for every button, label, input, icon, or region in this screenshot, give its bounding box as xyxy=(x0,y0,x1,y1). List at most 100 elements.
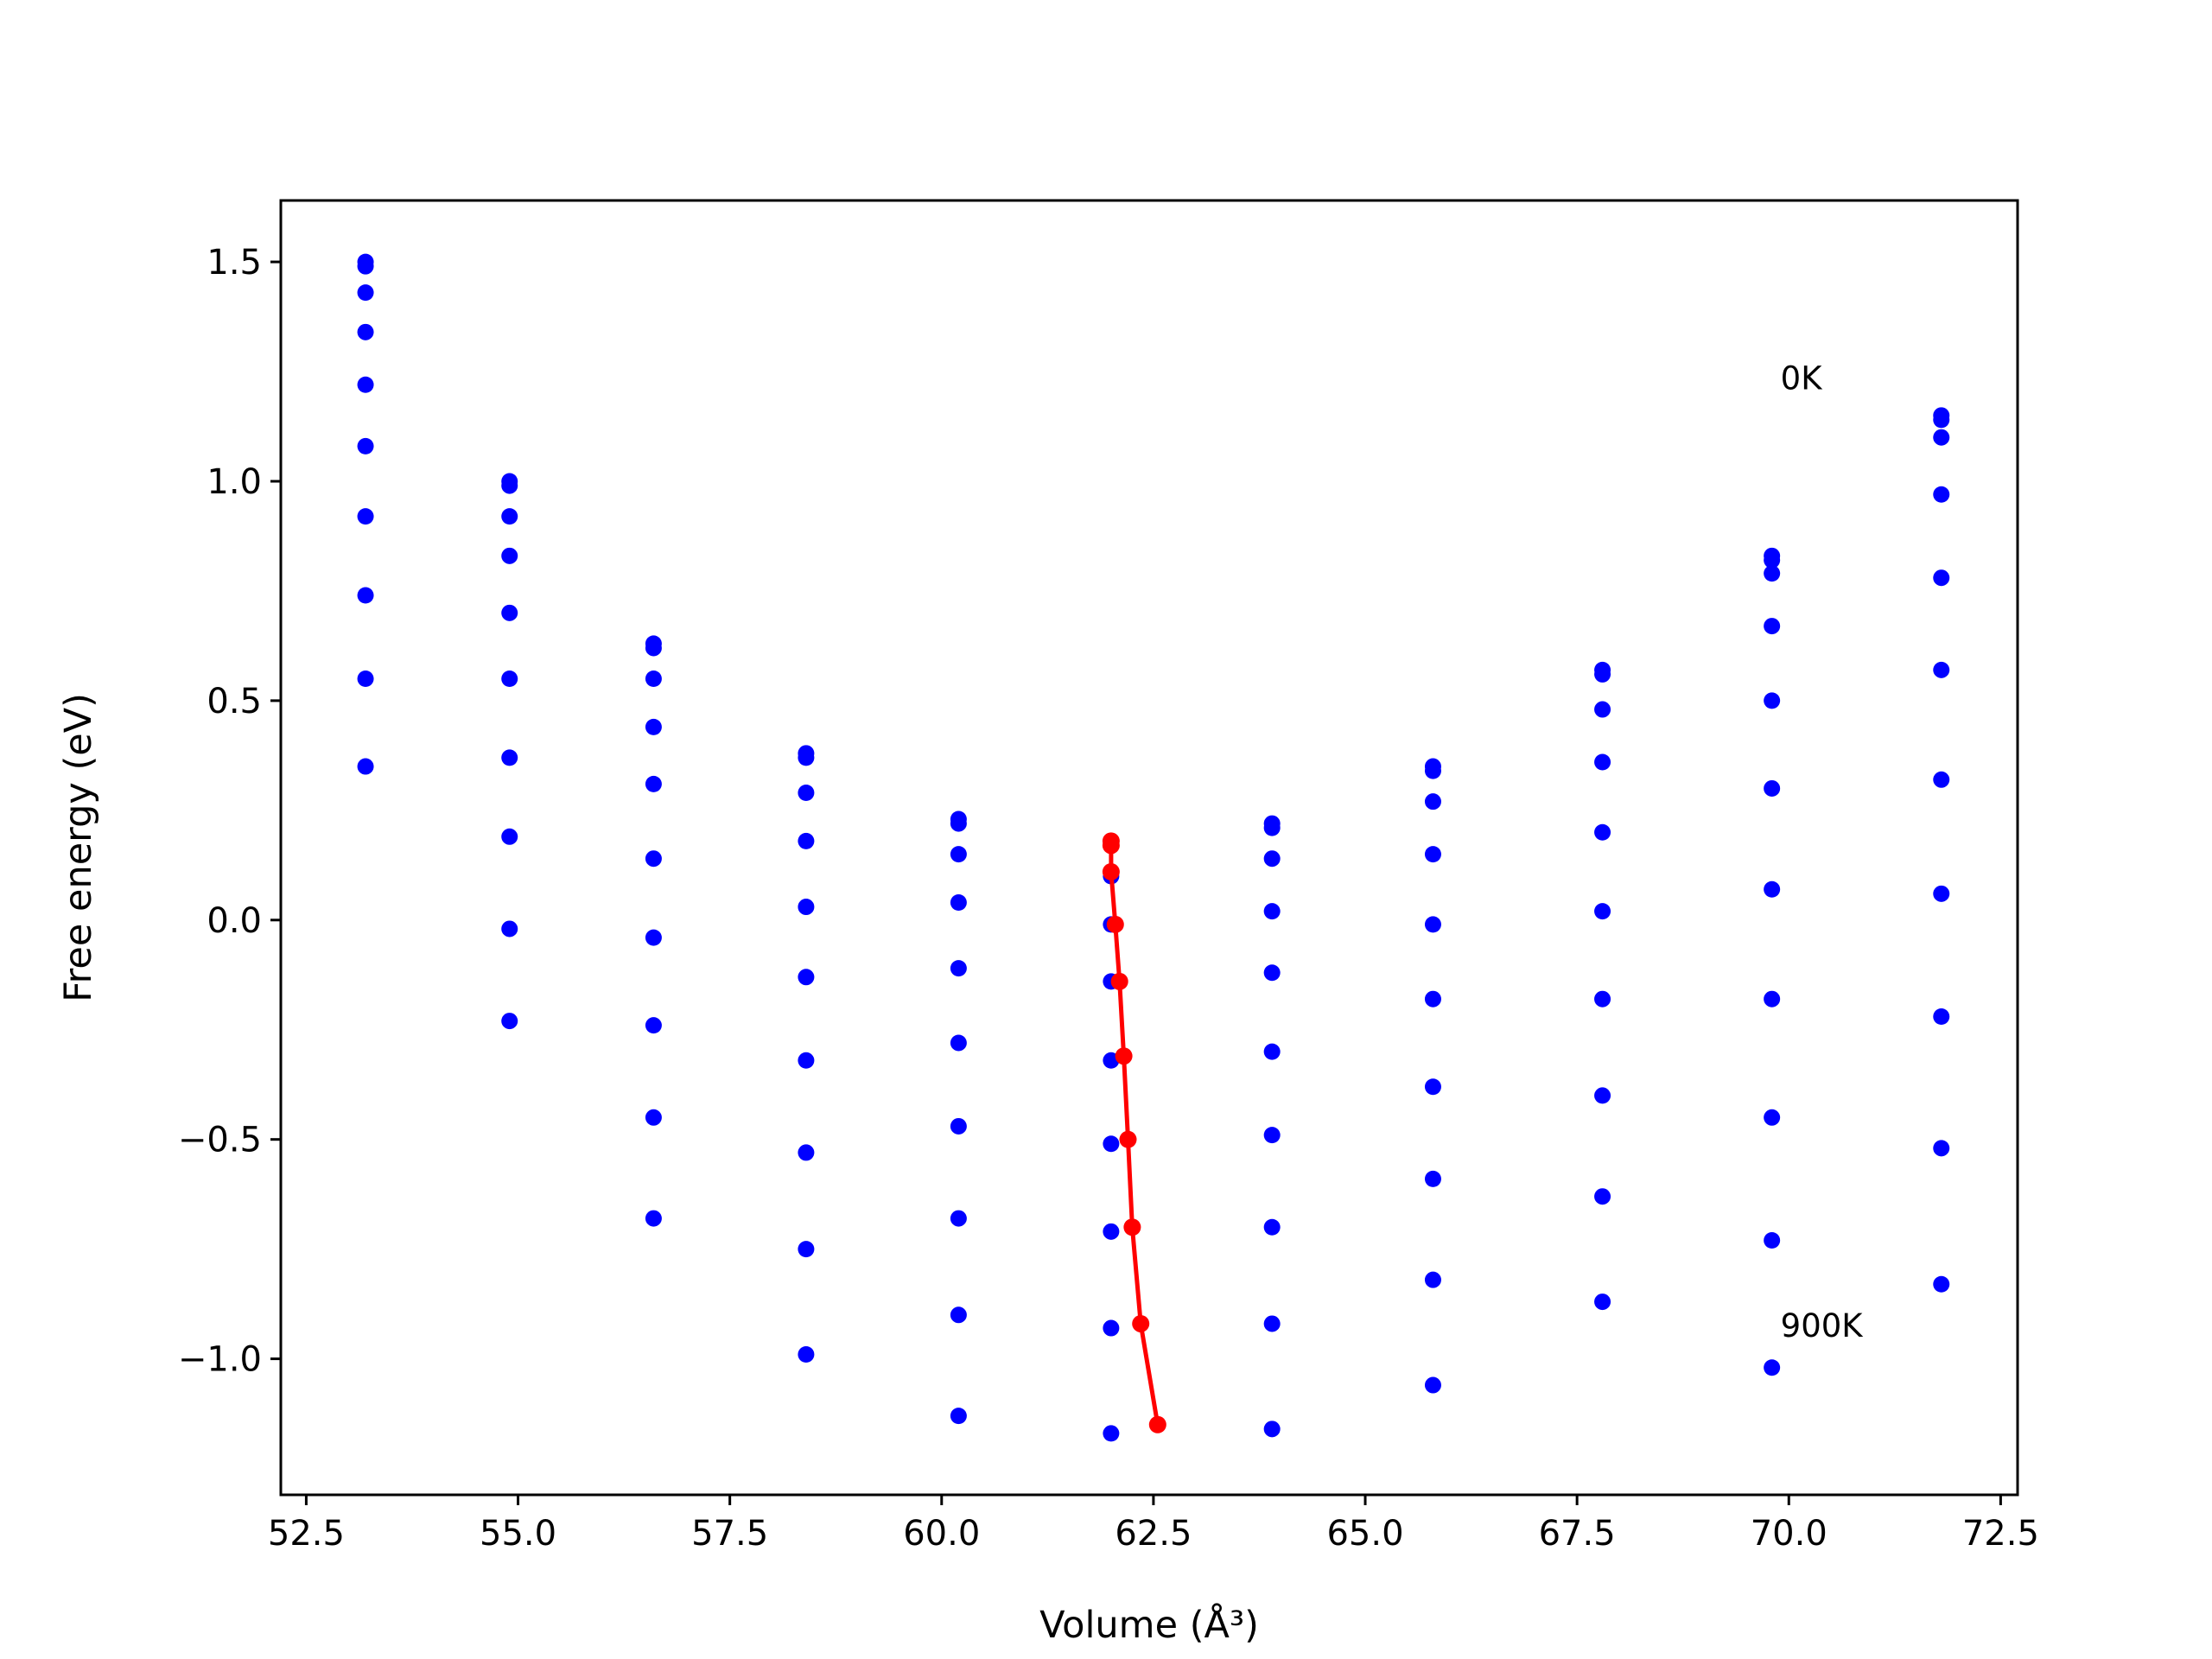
data-point xyxy=(1764,551,1781,569)
data-point xyxy=(1594,1087,1611,1104)
data-point xyxy=(1933,411,1950,429)
data-point xyxy=(1263,1043,1281,1060)
x-tick-label: 70.0 xyxy=(1751,1514,1827,1554)
data-point xyxy=(1424,793,1441,810)
annotations: 0K 900K xyxy=(1781,359,1865,1344)
minimum-line xyxy=(1109,841,1160,1426)
minimum-point xyxy=(1123,1218,1141,1236)
data-point xyxy=(950,1408,967,1425)
data-point xyxy=(1424,990,1441,1007)
data-point xyxy=(1764,1231,1781,1249)
data-point xyxy=(645,639,662,657)
minimum-point xyxy=(1102,862,1120,880)
data-point xyxy=(357,284,374,302)
data-point xyxy=(1263,1218,1281,1236)
data-point xyxy=(798,1144,815,1161)
x-tick-label: 52.5 xyxy=(268,1514,345,1554)
data-point xyxy=(798,969,815,986)
data-point xyxy=(1103,1135,1120,1153)
temperature-annotation: 0K xyxy=(1781,359,1824,397)
data-point xyxy=(950,1117,967,1135)
data-point xyxy=(501,477,518,494)
minimum-point xyxy=(1106,915,1124,933)
minimum-point xyxy=(1119,1130,1137,1148)
minimum-point xyxy=(1132,1314,1150,1332)
y-tick-label: 0.0 xyxy=(207,901,262,941)
data-point xyxy=(950,960,967,977)
data-point xyxy=(1764,990,1781,1007)
data-point xyxy=(950,893,967,911)
data-point xyxy=(645,1210,662,1227)
data-point xyxy=(645,718,662,735)
data-point xyxy=(357,670,374,687)
x-tick-label: 65.0 xyxy=(1326,1514,1403,1554)
data-point xyxy=(1424,1170,1441,1187)
data-point xyxy=(1424,1271,1441,1288)
data-points xyxy=(357,253,1950,1442)
data-point xyxy=(1103,1319,1120,1337)
data-point xyxy=(645,850,662,868)
data-point xyxy=(1933,429,1950,446)
data-point xyxy=(1594,823,1611,841)
data-point xyxy=(950,1034,967,1052)
data-point xyxy=(1263,1421,1281,1438)
y-tick-label: 0.5 xyxy=(207,682,262,721)
data-point xyxy=(950,1306,967,1324)
data-point xyxy=(357,376,374,393)
data-point xyxy=(798,1241,815,1258)
data-point xyxy=(1933,569,1950,587)
data-point xyxy=(1764,618,1781,635)
data-point xyxy=(1764,692,1781,709)
data-point xyxy=(1764,565,1781,582)
x-tick-label: 60.0 xyxy=(903,1514,980,1554)
data-point xyxy=(1594,701,1611,718)
data-point xyxy=(645,1017,662,1034)
data-point xyxy=(357,257,374,275)
data-point xyxy=(501,1013,518,1030)
data-point xyxy=(1594,1188,1611,1205)
data-point xyxy=(501,828,518,845)
data-point xyxy=(798,832,815,849)
data-point xyxy=(1263,850,1281,868)
data-point xyxy=(1263,1127,1281,1144)
data-point xyxy=(357,508,374,525)
y-tick-label: −1.0 xyxy=(178,1340,262,1380)
plot-frame xyxy=(279,199,2019,1497)
data-point xyxy=(1103,1425,1120,1442)
data-point xyxy=(1933,771,1950,788)
data-point xyxy=(950,846,967,863)
data-point xyxy=(798,785,815,802)
x-tick-label: 72.5 xyxy=(1962,1514,2039,1554)
minimum-point xyxy=(1115,1047,1133,1065)
x-tick-label: 62.5 xyxy=(1115,1514,1192,1554)
data-point xyxy=(798,1052,815,1069)
data-point xyxy=(1424,1376,1441,1394)
data-point xyxy=(645,775,662,792)
minimum-point xyxy=(1110,972,1128,990)
data-point xyxy=(357,323,374,340)
y-tick-label: 1.0 xyxy=(207,462,262,502)
y-axis-ticks: 1.5 1.0 0.5 0.0 −0.5 −1.0 xyxy=(178,243,281,1380)
data-point xyxy=(1594,903,1611,920)
data-point xyxy=(357,437,374,454)
x-tick-label: 55.0 xyxy=(480,1514,556,1554)
data-point xyxy=(1424,1078,1441,1096)
data-point xyxy=(798,1346,815,1363)
data-point xyxy=(1424,762,1441,779)
data-point xyxy=(1263,903,1281,920)
data-point xyxy=(501,547,518,564)
data-point xyxy=(1424,916,1441,933)
data-point xyxy=(357,758,374,775)
x-tick-label: 57.5 xyxy=(691,1514,768,1554)
data-point xyxy=(1764,1359,1781,1376)
data-point xyxy=(1764,1109,1781,1126)
data-point xyxy=(950,1210,967,1227)
data-point xyxy=(1594,990,1611,1007)
data-point xyxy=(1933,1008,1950,1026)
data-point xyxy=(798,749,815,766)
data-point xyxy=(501,508,518,525)
y-axis-label: Free energy (eV) xyxy=(57,693,100,1002)
data-point xyxy=(1933,1275,1950,1293)
minimum-point xyxy=(1148,1415,1166,1433)
